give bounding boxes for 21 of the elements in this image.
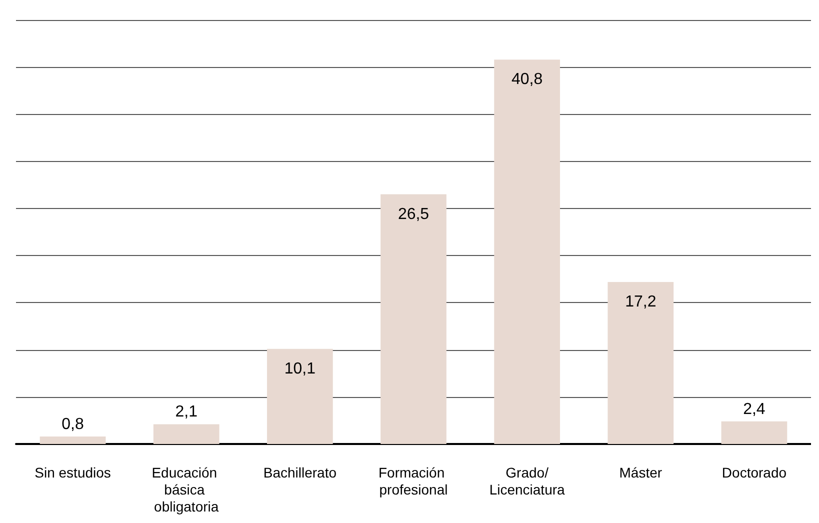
- bar: [721, 421, 788, 444]
- data-label: 26,5: [398, 206, 430, 223]
- bar: [153, 424, 220, 444]
- bar: [40, 436, 106, 444]
- bar: [266, 348, 333, 444]
- data-label: 17,2: [625, 293, 656, 310]
- x-tick-label: Bachillerato: [263, 464, 337, 480]
- x-tick-label: Formación profesional: [378, 464, 449, 498]
- x-tick-label: Grado/Licenciatura: [489, 464, 566, 498]
- x-tick-label: Máster: [619, 464, 662, 480]
- bar: [380, 194, 446, 444]
- x-tick-label: Educación básica obligatoria: [152, 464, 221, 514]
- data-label: 10,1: [284, 360, 316, 378]
- data-label: 40,8: [512, 71, 543, 88]
- data-label: 0,8: [62, 416, 84, 433]
- x-tick-label: Doctorado: [722, 464, 787, 480]
- data-label: 2,4: [743, 400, 766, 418]
- x-tick-label: Sin estudios: [34, 464, 111, 480]
- data-label: 2,1: [175, 404, 198, 421]
- bar: [494, 60, 560, 444]
- bar: [608, 282, 674, 444]
